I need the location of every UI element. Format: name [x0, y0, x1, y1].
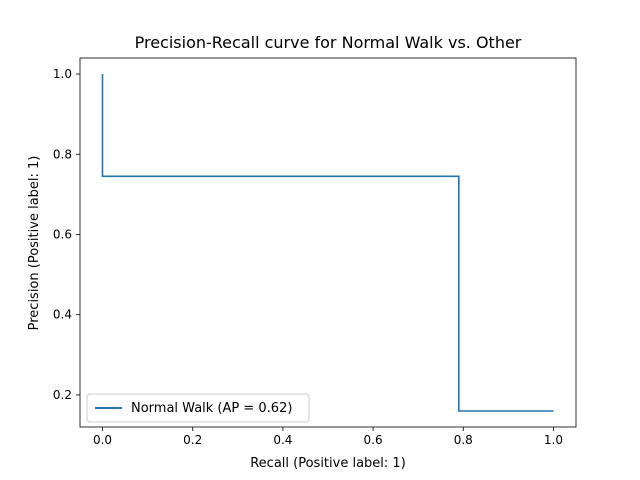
legend: Normal Walk (AP = 0.62)	[86, 393, 310, 423]
plot-area: 0.0 0.2 0.4 0.6 0.8 1.0 0.2 0.4 0.6 0.8 1.0	[53, 57, 577, 447]
chart-title: Precision-Recall curve for Normal Walk v…	[135, 33, 522, 52]
legend-box	[86, 393, 310, 423]
y-tick-label: 0.2	[53, 388, 72, 402]
x-axis-label: Recall (Positive label: 1)	[250, 456, 406, 471]
y-tick-label: 1.0	[53, 67, 72, 81]
x-tick-label: 0.8	[454, 433, 473, 447]
x-tick-label: 0.6	[364, 433, 383, 447]
x-tick-label: 0.4	[273, 433, 292, 447]
y-tick-label: 0.4	[53, 308, 72, 322]
x-tick-label: 1.0	[544, 433, 563, 447]
y-axis-label: Precision (Positive label: 1)	[27, 156, 42, 331]
axes-frame	[79, 57, 577, 428]
y-tick-label: 0.8	[53, 147, 72, 161]
y-tick-label: 0.6	[53, 227, 72, 241]
x-tick-label: 0.0	[93, 433, 112, 447]
series-line-0	[101, 74, 554, 412]
x-tick-label: 0.2	[183, 433, 202, 447]
legend-label: Normal Walk (AP = 0.62)	[131, 401, 292, 416]
